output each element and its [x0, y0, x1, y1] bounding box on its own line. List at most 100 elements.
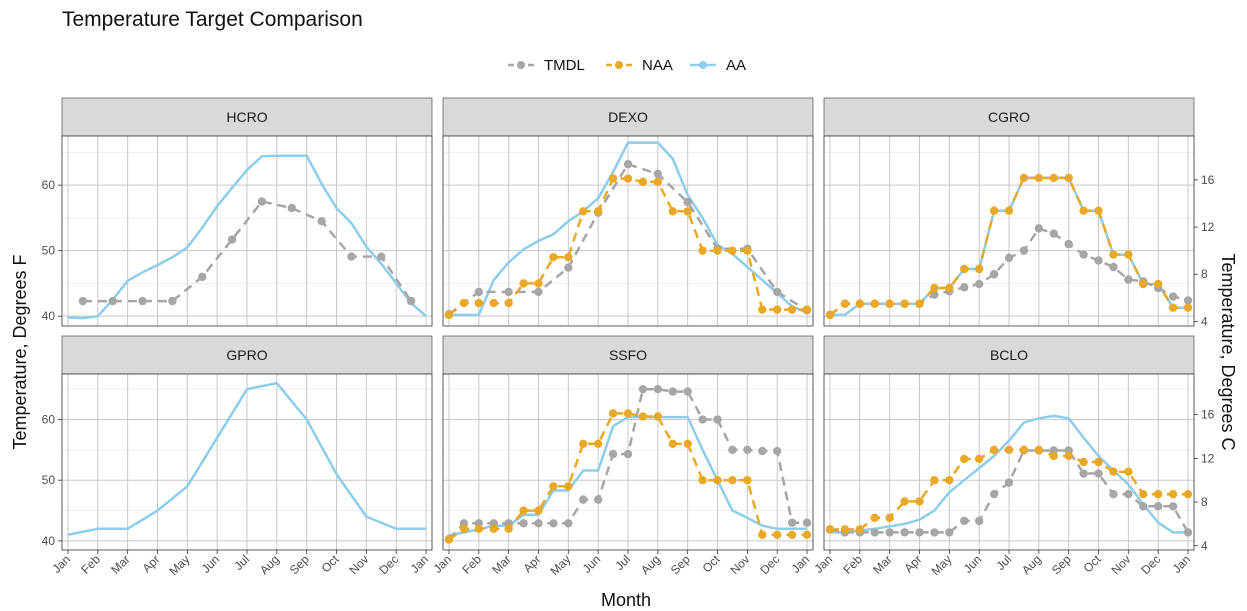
x-tick-label: Mar [108, 552, 133, 577]
data-point-naa [840, 525, 850, 534]
data-point-naa [683, 207, 692, 216]
data-point-tmdl [564, 519, 573, 528]
data-point-tmdl [974, 279, 984, 289]
data-point-tmdl [347, 252, 356, 261]
panel-ssfo: SSFO [442, 335, 814, 551]
data-point-tmdl [900, 528, 909, 537]
panel-border [61, 135, 433, 327]
data-point-tmdl [1109, 262, 1118, 272]
data-point-naa [638, 412, 648, 421]
data-point-naa [698, 246, 707, 255]
data-point-tmdl [78, 296, 88, 306]
data-point-naa [1124, 467, 1133, 476]
legend-label: AA [726, 57, 746, 74]
x-axis-title: Month [601, 590, 651, 610]
x-tick-label: Nov [346, 552, 371, 577]
data-point-naa [787, 530, 797, 540]
data-point-tmdl [108, 296, 117, 306]
legend-key-point [517, 61, 525, 69]
x-tick-label: Jan [408, 552, 432, 576]
x-tick-label: Sep [1049, 552, 1074, 577]
x-tick-label: Oct [319, 552, 343, 576]
data-point-naa [855, 299, 865, 308]
data-point-tmdl [406, 296, 416, 306]
data-point-naa [743, 476, 752, 485]
x-tick-label: Sep [287, 552, 312, 577]
data-point-naa [638, 177, 648, 187]
data-point-naa [444, 310, 454, 320]
data-point-tmdl [287, 203, 296, 213]
data-point-naa [945, 283, 954, 293]
data-point-naa [504, 524, 513, 533]
data-point-naa [608, 174, 618, 183]
data-point-naa [683, 439, 692, 448]
data-point-tmdl [534, 519, 543, 528]
panel-strip-label: DEXO [608, 109, 648, 125]
data-point-tmdl [989, 270, 999, 279]
panel-strip [61, 335, 433, 375]
data-point-naa [1183, 489, 1193, 499]
data-point-naa [930, 283, 939, 293]
data-point-tmdl [1004, 478, 1014, 487]
data-point-tmdl [653, 169, 663, 179]
data-point-naa [885, 513, 894, 523]
data-point-tmdl [504, 287, 513, 297]
data-point-tmdl [930, 290, 939, 299]
data-point-naa [1079, 457, 1088, 467]
x-tick-label: Apr [139, 552, 162, 575]
data-point-tmdl [668, 387, 677, 396]
data-point-naa [653, 177, 663, 187]
data-point-naa [825, 310, 835, 320]
data-point-tmdl [1019, 246, 1029, 255]
x-tick-label: Dec [376, 552, 401, 577]
data-point-naa [840, 299, 850, 308]
data-point-tmdl [317, 216, 326, 226]
data-point-naa [758, 530, 767, 540]
data-point-naa [870, 513, 879, 523]
x-tick-label: May [548, 552, 574, 578]
data-point-naa [1079, 206, 1088, 215]
panels: HCRO DEXO CGRO GPRO SSFO BCLO [61, 97, 1195, 551]
x-tick-label: Jul [993, 552, 1014, 573]
x-tick-label: May [167, 552, 193, 578]
x-tick-label: Mar [870, 552, 895, 577]
x-tick-label: Jan [431, 552, 455, 576]
series-line-aa [67, 154, 427, 320]
data-point-naa [713, 246, 722, 255]
data-point-naa [1168, 303, 1178, 312]
data-point-naa [960, 264, 969, 274]
x-tick-label: Jun [961, 552, 985, 576]
data-point-tmdl [930, 528, 939, 537]
data-point-tmdl [549, 519, 558, 528]
data-point-naa [1004, 206, 1014, 215]
data-point-naa [579, 207, 588, 216]
y-tick-label: 50 [42, 473, 56, 487]
data-point-naa [1004, 445, 1014, 455]
bottom-axis: Jan Feb Mar Apr May Jun Jul Aug Sep Oct Nov Dec Jan J… [50, 550, 1193, 578]
x-tick-label: Feb [459, 552, 484, 577]
legend-item-tmdl: TMDL [508, 57, 585, 74]
data-point-naa [1034, 173, 1044, 183]
data-point-tmdl [138, 296, 147, 306]
y-tick-label: 40 [42, 309, 56, 323]
data-point-naa [474, 524, 484, 533]
legend-key-point [699, 61, 707, 69]
data-point-tmdl [377, 252, 386, 261]
data-point-naa [698, 476, 707, 485]
y-tick-label-right: 8 [1201, 267, 1208, 281]
data-point-tmdl [198, 272, 207, 282]
data-point-naa [728, 476, 737, 485]
data-point-naa [668, 439, 677, 448]
data-point-naa [1124, 250, 1133, 259]
data-point-tmdl [743, 445, 752, 455]
data-point-tmdl [698, 415, 707, 424]
data-point-naa [1168, 489, 1178, 499]
panel-strip [61, 97, 433, 137]
x-tick-label: Oct [1081, 552, 1105, 576]
panel-strip-label: GPRO [226, 347, 267, 363]
data-point-naa [787, 305, 797, 314]
data-point-naa [549, 482, 558, 491]
x-tick-label: Dec [757, 552, 782, 577]
panel-hcro: HCRO [61, 97, 433, 327]
data-point-naa [1094, 206, 1103, 215]
